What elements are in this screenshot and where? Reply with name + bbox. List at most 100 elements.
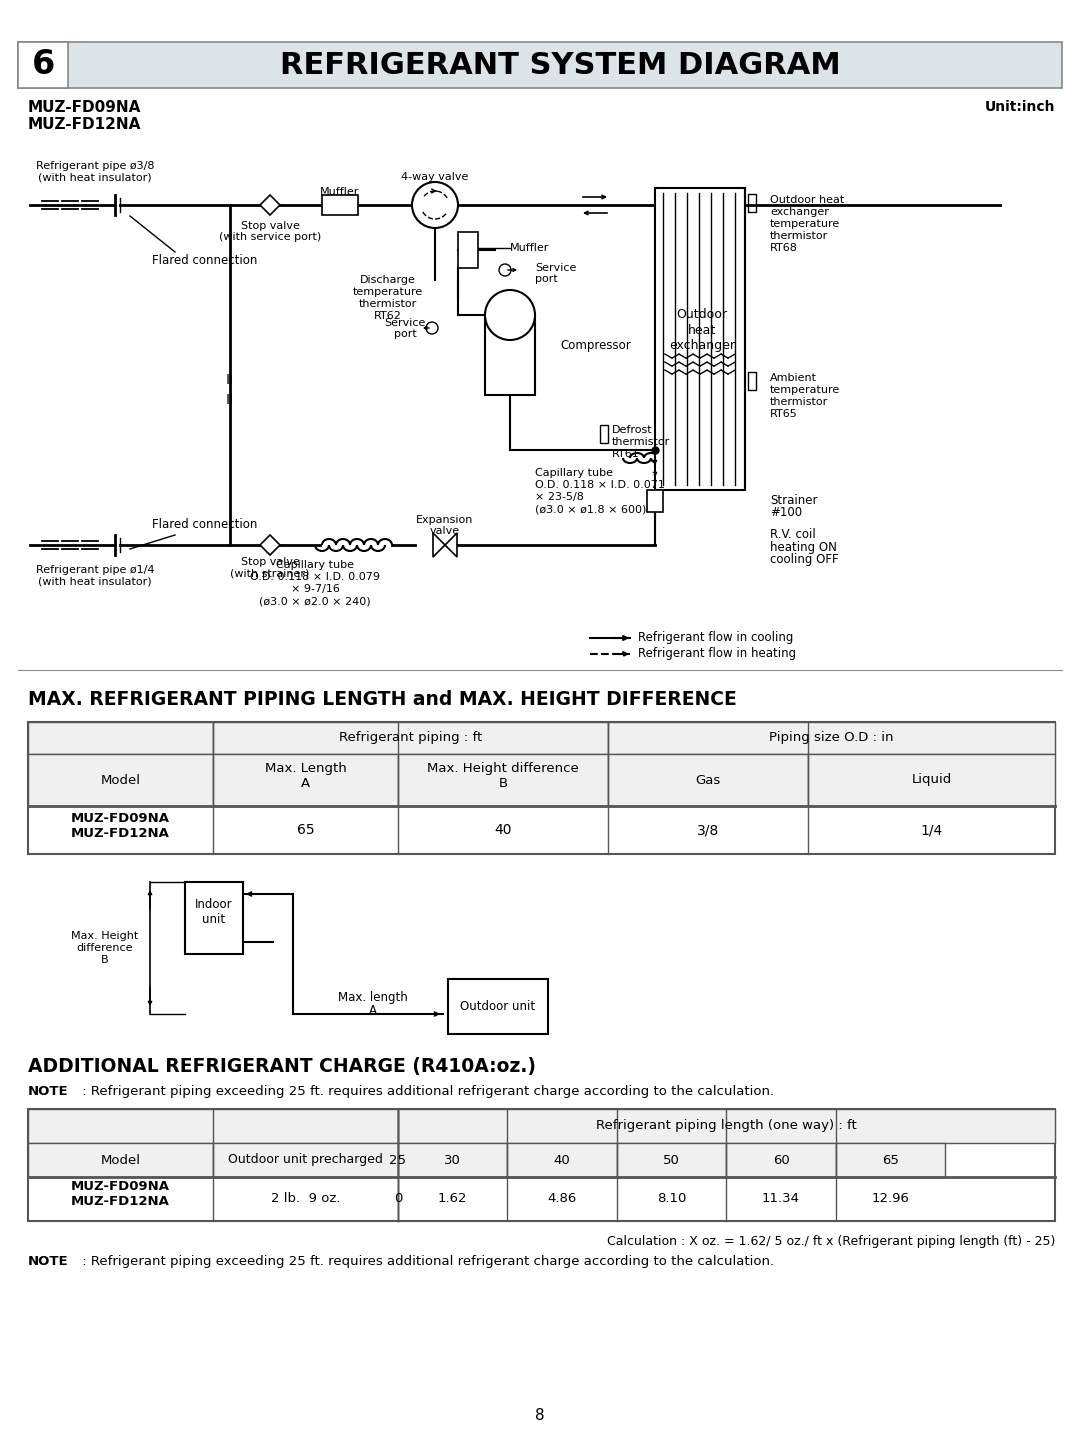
Text: Refrigerant piping length (one way) : ft: Refrigerant piping length (one way) : ft [596, 1119, 856, 1132]
Text: Liquid: Liquid [912, 773, 951, 786]
Text: 0: 0 [394, 1192, 402, 1205]
Bar [28, 1109, 399, 1143]
Text: × 9-7/16: × 9-7/16 [291, 585, 339, 593]
Bar [28, 1109, 1055, 1221]
Text: thermistor: thermistor [770, 397, 828, 408]
Text: Unit:inch: Unit:inch [985, 99, 1055, 114]
Text: Capillary tube: Capillary tube [535, 468, 613, 478]
Bar [213, 755, 399, 806]
Text: (ø3.0 × ø1.8 × 600): (ø3.0 × ø1.8 × 600) [535, 504, 646, 514]
Text: RT62: RT62 [374, 311, 402, 321]
Text: Defrost: Defrost [612, 425, 652, 435]
Text: 1.62: 1.62 [437, 1192, 468, 1205]
Bar [600, 425, 608, 444]
Bar [213, 1143, 399, 1176]
Text: Refrigerant pipe ø3/8: Refrigerant pipe ø3/8 [36, 161, 154, 171]
Text: Piping size O.D : in: Piping size O.D : in [769, 732, 894, 744]
Text: Refrigerant flow in cooling: Refrigerant flow in cooling [638, 632, 794, 645]
Bar [726, 1143, 836, 1176]
Text: MUZ-FD09NA
MUZ-FD12NA: MUZ-FD09NA MUZ-FD12NA [71, 1179, 170, 1208]
Bar [28, 721, 213, 755]
Text: Refrigerant piping : ft: Refrigerant piping : ft [339, 732, 482, 744]
Text: (with service port): (with service port) [219, 232, 321, 242]
Bar [458, 232, 478, 268]
Text: MAX. REFRIGERANT PIPING LENGTH and MAX. HEIGHT DIFFERENCE: MAX. REFRIGERANT PIPING LENGTH and MAX. … [28, 690, 737, 708]
Text: MUZ-FD09NA
MUZ-FD12NA: MUZ-FD09NA MUZ-FD12NA [71, 812, 170, 840]
Text: REFRIGERANT SYSTEM DIAGRAM: REFRIGERANT SYSTEM DIAGRAM [280, 50, 840, 79]
Text: NOTE: NOTE [28, 1256, 69, 1269]
Text: Discharge: Discharge [360, 275, 416, 285]
Text: 65: 65 [882, 1153, 899, 1166]
Text: RT61: RT61 [612, 449, 639, 459]
Bar [322, 194, 357, 215]
Bar [18, 42, 68, 88]
Text: II: II [226, 393, 234, 408]
Text: Model: Model [100, 773, 140, 786]
Text: Model: Model [100, 1153, 140, 1166]
Text: heating ON: heating ON [770, 540, 837, 553]
Text: Flared connection: Flared connection [152, 518, 258, 531]
Text: 1/4: 1/4 [920, 824, 943, 837]
Text: MUZ-FD09NA: MUZ-FD09NA [28, 99, 141, 115]
Bar [654, 189, 745, 490]
Bar [399, 1143, 507, 1176]
Text: Outdoor heat: Outdoor heat [770, 194, 845, 204]
Text: valve: valve [430, 526, 460, 536]
Text: 30: 30 [444, 1153, 461, 1166]
Polygon shape [433, 533, 457, 557]
Text: O.D. 0.118 × I.D. 0.071: O.D. 0.118 × I.D. 0.071 [535, 480, 665, 490]
Text: Strainer: Strainer [770, 494, 818, 507]
Bar [399, 755, 608, 806]
Text: NOTE: NOTE [28, 1084, 69, 1097]
Text: 65: 65 [297, 824, 314, 837]
Text: : Refrigerant piping exceeding 25 ft. requires additional refrigerant charge acc: : Refrigerant piping exceeding 25 ft. re… [78, 1256, 774, 1269]
Text: R.V. coil: R.V. coil [770, 528, 815, 541]
Bar [485, 315, 535, 395]
Text: MUZ-FD12NA: MUZ-FD12NA [28, 117, 141, 132]
Text: 4.86: 4.86 [548, 1192, 577, 1205]
Text: : Refrigerant piping exceeding 25 ft. requires additional refrigerant charge acc: : Refrigerant piping exceeding 25 ft. re… [78, 1084, 774, 1097]
Text: #100: #100 [770, 507, 802, 520]
Circle shape [411, 181, 458, 228]
Bar [647, 490, 663, 513]
Text: (with heat insulator): (with heat insulator) [38, 577, 152, 588]
Text: 50: 50 [663, 1153, 680, 1166]
Circle shape [499, 264, 511, 276]
Text: Max. Height
difference
B: Max. Height difference B [71, 932, 138, 965]
Text: O.D. 0.118 × I.D. 0.079: O.D. 0.118 × I.D. 0.079 [249, 572, 380, 582]
Text: Outdoor unit: Outdoor unit [460, 999, 536, 1012]
Text: temperature: temperature [770, 219, 840, 229]
Text: 40: 40 [495, 824, 512, 837]
Bar [608, 721, 1055, 755]
Text: (ø3.0 × ø2.0 × 240): (ø3.0 × ø2.0 × 240) [259, 596, 370, 606]
Text: Refrigerant flow in heating: Refrigerant flow in heating [638, 648, 796, 661]
Text: port: port [393, 328, 417, 338]
Bar [617, 1143, 726, 1176]
Text: Stop valve: Stop valve [241, 220, 299, 230]
Text: 4-way valve: 4-way valve [402, 171, 469, 181]
Polygon shape [260, 536, 280, 554]
Text: A: A [369, 1004, 377, 1017]
Text: Muffler: Muffler [321, 187, 360, 197]
Text: temperature: temperature [770, 384, 840, 395]
Text: Capillary tube: Capillary tube [276, 560, 354, 570]
Bar [507, 1143, 617, 1176]
Text: cooling OFF: cooling OFF [770, 553, 839, 566]
Text: thermistor: thermistor [612, 436, 671, 446]
Text: port: port [535, 274, 557, 284]
Text: Outdoor
heat
exchanger: Outdoor heat exchanger [669, 308, 735, 351]
Bar [28, 721, 1055, 854]
Polygon shape [260, 194, 280, 215]
Text: 25: 25 [390, 1153, 406, 1166]
Text: Max. Length
A: Max. Length A [265, 762, 347, 791]
Bar [399, 1109, 1055, 1143]
Text: Max. length: Max. length [338, 992, 408, 1005]
Text: Muffler: Muffler [510, 243, 550, 253]
Bar [448, 979, 548, 1034]
Text: (with heat insulator): (with heat insulator) [38, 173, 152, 183]
Text: RT68: RT68 [770, 243, 798, 253]
Text: Calculation : X oz. = 1.62/ 5 oz./ ft x (Refrigerant piping length (ft) - 25): Calculation : X oz. = 1.62/ 5 oz./ ft x … [607, 1236, 1055, 1248]
Text: exchanger: exchanger [770, 207, 828, 217]
Bar [28, 1143, 213, 1176]
Text: Indoor
unit: Indoor unit [195, 899, 233, 926]
